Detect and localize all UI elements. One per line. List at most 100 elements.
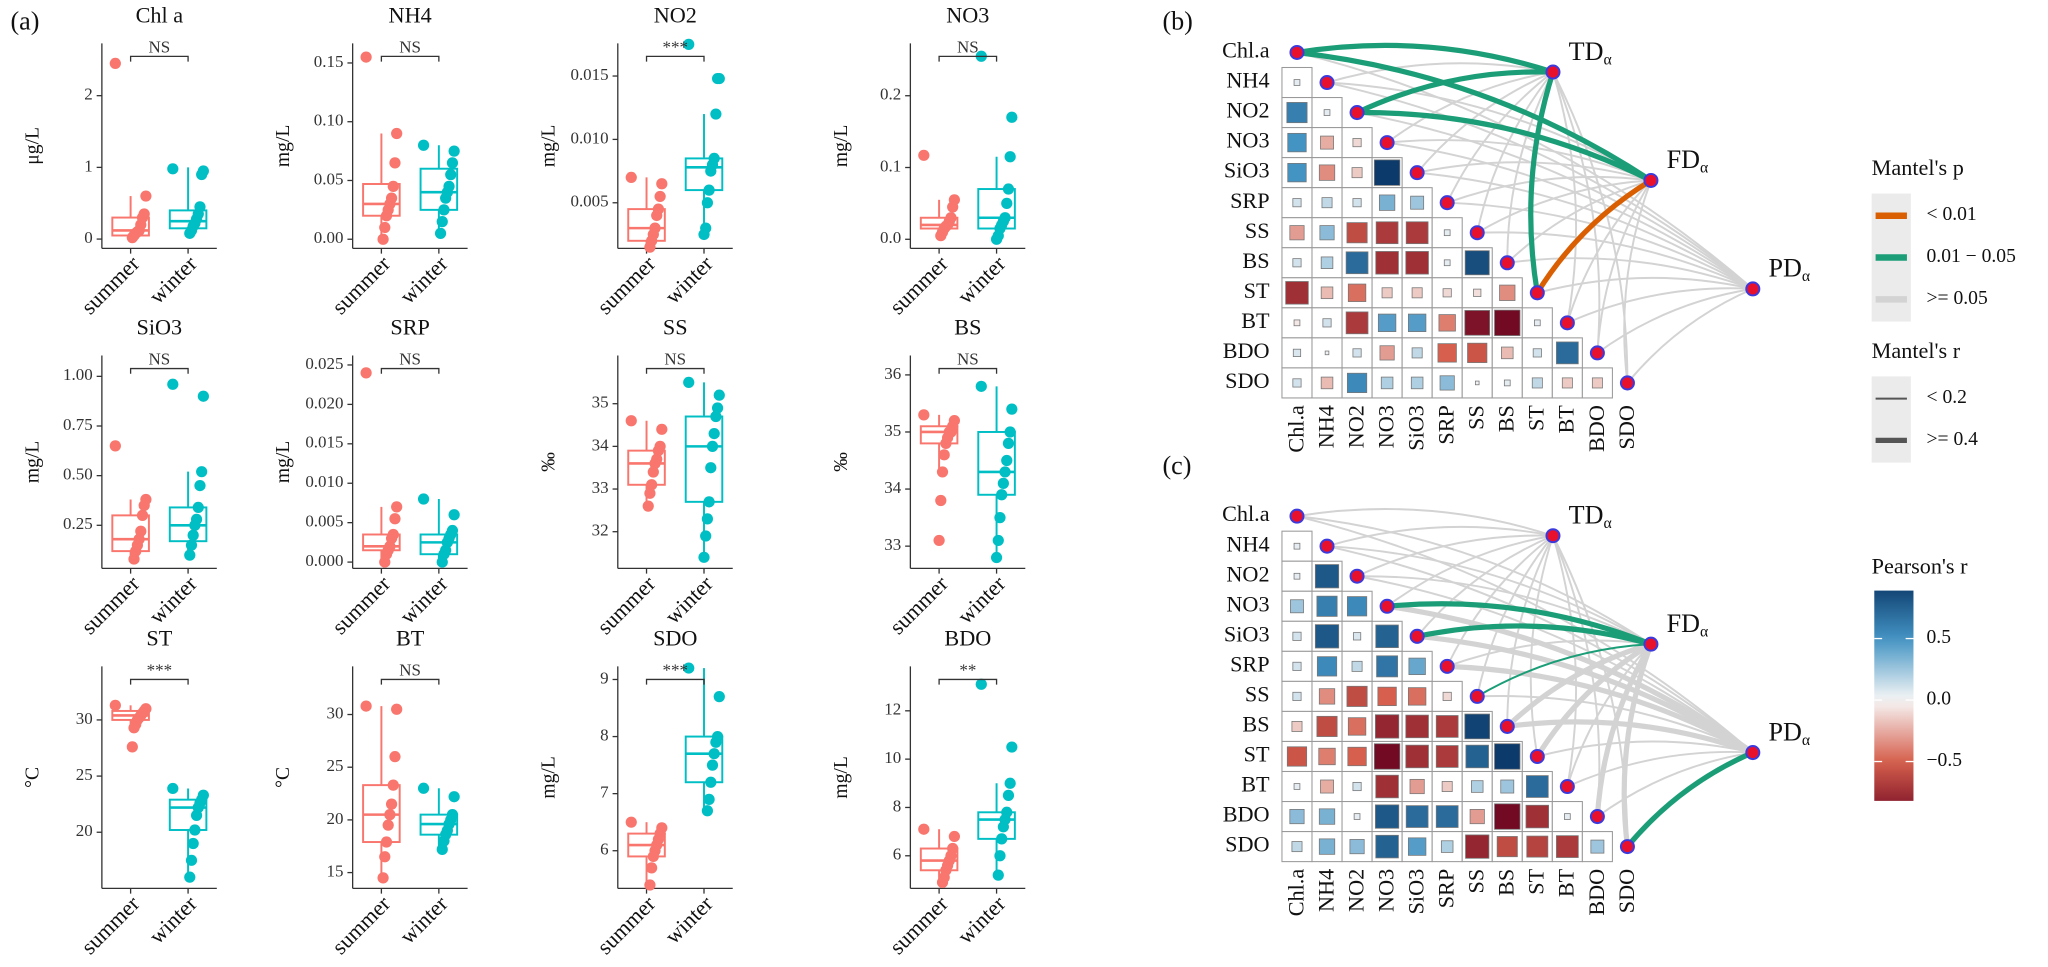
mantel-link [1326, 545, 1754, 754]
row-label: SiO3 [1224, 158, 1270, 183]
y-tick-label: 0.1 [880, 156, 901, 175]
corr-square [1407, 687, 1427, 706]
target-node [1643, 636, 1659, 652]
corr-square [1411, 287, 1423, 299]
corr-square [1464, 250, 1490, 276]
column-label: SRP [1434, 869, 1459, 908]
corr-square [1287, 163, 1307, 183]
point [625, 816, 637, 828]
significance-label: NS [399, 350, 421, 369]
variable-node [1529, 748, 1545, 764]
significance-label: *** [663, 660, 688, 679]
x-tick-label: summer [885, 570, 954, 639]
corr-square [1533, 319, 1541, 327]
corr-square [1405, 251, 1429, 275]
point [387, 180, 399, 192]
variable-node [1469, 688, 1485, 704]
y-tick-label: 0.25 [63, 514, 93, 533]
point [990, 233, 1003, 245]
y-tick-label: 8 [893, 796, 901, 815]
point [379, 851, 391, 863]
target-node [1643, 172, 1659, 188]
column-label: BS [1494, 405, 1519, 432]
corr-square [1405, 714, 1429, 739]
point [710, 108, 722, 120]
corr-square [1379, 345, 1395, 361]
point [384, 809, 396, 821]
column-label: NO3 [1374, 869, 1399, 912]
target-name: PD [1768, 717, 1801, 746]
mantel-link [1417, 171, 1754, 290]
corr-square [1352, 198, 1362, 208]
mantel-link [1537, 740, 1754, 758]
row-label: ST [1244, 278, 1270, 303]
point [990, 551, 1003, 564]
significance-bracket [938, 678, 998, 685]
corr-square [1435, 715, 1459, 738]
variable-node [1619, 375, 1635, 391]
chart-title: BS [954, 314, 981, 339]
corr-square [1494, 743, 1521, 770]
point [940, 437, 952, 450]
point [646, 479, 658, 491]
y-tick-label: 0.015 [570, 65, 608, 84]
cell [1461, 367, 1493, 399]
y-axis-label: ‰ [538, 452, 559, 472]
point [196, 168, 208, 181]
corr-square [1380, 376, 1394, 390]
mantel-link [1446, 534, 1554, 667]
point [184, 227, 196, 239]
corr-square [1316, 656, 1338, 677]
row-label: SS [1245, 218, 1270, 243]
x-tick-label: summer [592, 250, 661, 319]
point [713, 690, 725, 703]
point [644, 241, 656, 253]
column-label: SiO3 [1404, 405, 1429, 451]
y-axis-label: °C [22, 767, 43, 788]
column-label: NO3 [1374, 405, 1399, 448]
mantel-link [1296, 42, 1554, 75]
y-tick-label: 35 [592, 393, 609, 412]
corr-square [1285, 281, 1309, 305]
mantel-link [1416, 623, 1652, 647]
point [625, 415, 637, 427]
mantel-link [1355, 69, 1554, 115]
row-label: ST [1244, 742, 1270, 767]
corr-square [1347, 283, 1367, 302]
corr-square [1293, 79, 1301, 86]
corr-square [1346, 372, 1368, 394]
corr-square [1556, 835, 1579, 858]
point [705, 165, 717, 177]
chart-title: SRP [390, 314, 429, 339]
mantel-link [1552, 535, 1578, 787]
mantel-link [1356, 111, 1754, 290]
row-label: BDO [1223, 802, 1270, 827]
corr-square [1465, 744, 1489, 769]
y-tick-label: 0.00 [314, 228, 344, 247]
y-tick-label: 10 [884, 748, 901, 767]
panel-label: (a) [10, 7, 39, 36]
point [706, 759, 719, 771]
corr-square [1346, 222, 1368, 244]
column-label: NH4 [1313, 869, 1338, 912]
variable-node [1409, 628, 1425, 644]
column-label: SRP [1434, 405, 1459, 444]
corr-square [1531, 377, 1543, 389]
y-tick-label: 0.015 [305, 433, 343, 452]
point [647, 466, 659, 478]
corr-square [1496, 836, 1518, 858]
corr-square [1381, 287, 1393, 299]
x-tick-label: summer [592, 890, 661, 959]
x-tick-label: winter [144, 570, 202, 628]
chart-title: NO3 [946, 2, 989, 27]
point [389, 157, 401, 169]
corr-square [1443, 229, 1451, 237]
x-tick-label: summer [885, 890, 954, 959]
corr-square [1411, 347, 1423, 359]
corr-square [1442, 691, 1452, 701]
y-tick-label: 34 [884, 478, 901, 497]
y-axis-label: mg/L [273, 441, 294, 483]
point [1006, 403, 1018, 415]
chart-title: Chl a [136, 2, 184, 27]
